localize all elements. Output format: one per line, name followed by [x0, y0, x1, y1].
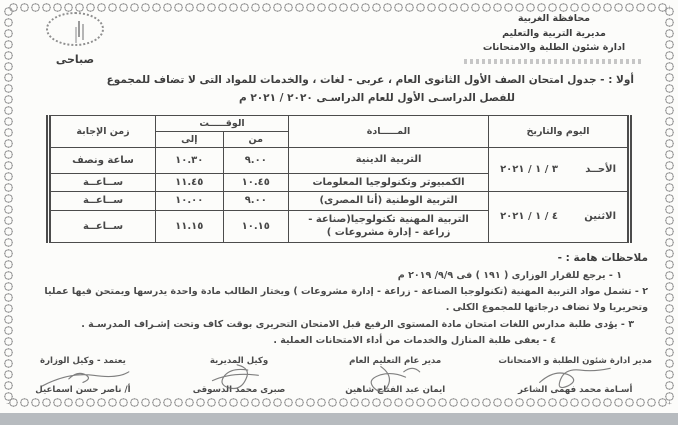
- time-to-cell: ١١.١٥: [155, 209, 224, 243]
- note-item: ٤ - يعفى طلبة المنازل والخدمات من أداء ا…: [273, 335, 556, 347]
- signature-title: مدير ادارة شئون الطلبة و الامتحانات: [498, 356, 652, 366]
- notes-heading: ملاحظات هامة : -: [557, 251, 648, 264]
- scanned-exam-schedule-document: محافظة الغربية مديرية التربية والتعليم ا…: [0, 0, 678, 413]
- duration-cell: ســاعــة: [47, 172, 157, 193]
- table-row: التربية المهنية تكنولوجيا(صناعة - زراعة …: [47, 209, 630, 243]
- signature-name: صبرى محمد الدسوقى: [192, 385, 286, 395]
- time-from-cell: ٩.٠٠: [222, 146, 290, 174]
- time-to-cell: ١٠.٣٠: [155, 146, 224, 174]
- document-header: محافظة الغربية مديرية التربية والتعليم ا…: [0, 0, 678, 66]
- day-date: ٤ / ١ / ٢٠٢١: [500, 211, 558, 223]
- time-from-cell: ٩.٠٠: [222, 191, 290, 211]
- stamp-block: صباحى: [46, 12, 104, 66]
- subject-cell: الكمبيوتر وتكنولوجيا المعلومات: [288, 172, 490, 193]
- column-header-to: إلى: [155, 130, 224, 148]
- handwritten-signature-icon: [41, 371, 130, 387]
- table-row: الاثنين ٤ / ١ / ٢٠٢١ التربية الوطنية (أن…: [47, 191, 630, 243]
- day-cell-monday: الاثنين ٤ / ١ / ٢٠٢١: [488, 191, 630, 243]
- subject-cell: التربية المهنية تكنولوجيا(صناعة - زراعة …: [288, 209, 490, 243]
- duration-cell: ســاعــة: [47, 191, 157, 211]
- signature-block-students-affairs-director: مدير ادارة شئون الطلبة و الامتحانات أسـا…: [498, 356, 652, 395]
- scalloped-border-bottom: [8, 397, 670, 408]
- table-row: الكمبيوتر وتكنولوجيا المعلومات ١٠.٤٥ ١١.…: [47, 172, 630, 193]
- official-oval-stamp-icon: [46, 12, 104, 46]
- column-header-time: الوقـــــت: [155, 114, 290, 132]
- org-line-governorate: محافظة الغربية: [517, 13, 591, 24]
- table-row: الأحــد ٣ / ١ / ٢٠٢١ التربية الدينية ٩.٠…: [47, 146, 630, 193]
- document-title: أولا : - جدول امتحان الصف الأول الثانوى …: [0, 66, 678, 108]
- time-to-cell: ١٠.٠٠: [155, 191, 224, 211]
- signature-block-directorate-deputy: وكيل المديرية صبرى محمد الدسوقى: [186, 356, 292, 395]
- faint-stamp-text-line: [464, 59, 644, 65]
- duration-cell: ساعة ونصف: [47, 146, 157, 174]
- day-name: الأحــد: [585, 163, 616, 175]
- column-header-subject: المـــــادة: [288, 114, 490, 148]
- time-from-cell: ١٠.٤٥: [222, 172, 290, 193]
- org-line-directorate: مديرية التربية والتعليم: [502, 27, 606, 39]
- signature-title: يعتمد - وكيل الوزارة: [40, 356, 126, 366]
- title-line-1: أولا : - جدول امتحان الصف الأول الثانوى …: [106, 74, 634, 86]
- subject-cell: التربية الدينية: [288, 146, 490, 174]
- day-cell-sunday: الأحــد ٣ / ١ / ٢٠٢١: [488, 146, 630, 193]
- column-header-from: من: [222, 130, 290, 148]
- handwritten-signature-icon: [539, 367, 612, 389]
- signature-block-ministry-undersecretary: يعتمد - وكيل الوزارة أ/ ناصر حسن اسماعيل: [30, 356, 136, 395]
- shift-label: صباحى: [55, 53, 95, 66]
- day-name: الاثنين: [584, 211, 616, 223]
- note-item: ٢ - تشمل مواد التربية المهنية (تكنولوجيا…: [44, 286, 648, 314]
- signatures-row: مدير ادارة شئون الطلبة و الامتحانات أسـا…: [0, 356, 678, 395]
- time-to-cell: ١١.٤٥: [155, 172, 224, 193]
- note-item: ٣ - يؤدى طلبة مدارس اللغات امتحان مادة ا…: [81, 318, 634, 330]
- signature-name: ايمان عبد الفتاح شاهين: [345, 385, 446, 395]
- organization-block: محافظة الغربية مديرية التربية والتعليم ا…: [464, 12, 644, 66]
- column-header-day-date: اليوم والتاريخ: [488, 114, 630, 148]
- time-from-cell: ١٠.١٥: [222, 209, 290, 243]
- org-line-administration: ادارة شئون الطلبة والامتحانات: [482, 42, 626, 54]
- subject-cell: التربية الوطنية (أنا المصرى): [288, 191, 490, 211]
- signature-title: وكيل المديرية: [209, 356, 269, 366]
- duration-cell: ســاعــة: [47, 209, 157, 243]
- handwritten-signature-icon: [370, 365, 421, 393]
- signature-block-general-education-director: مدير عام التعليم العام ايمان عبد الفتاح …: [342, 356, 448, 395]
- column-header-answer-time: زمن الإجابة: [47, 114, 157, 148]
- signature-name: أسـامة محمد فهمى الشاعر: [517, 385, 633, 395]
- eagle-emblem-icon: [78, 21, 80, 37]
- signature-name: أ/ ناصر حسن اسماعيل: [35, 385, 131, 395]
- note-item: ١ - يرجع للقرار الوزارى ( ١٩١ ) فى ٩/٩/ …: [397, 269, 622, 281]
- notes-section: ملاحظات هامة : - ١ - يرجع للقرار الوزارى…: [0, 243, 678, 350]
- title-line-2: للفصل الدراسـى الأول للعام الدراسـى ٢٠٢٠…: [238, 91, 515, 104]
- day-date: ٣ / ١ / ٢٠٢١: [500, 163, 558, 175]
- exam-schedule-table: اليوم والتاريخ المـــــادة الوقـــــت زم…: [46, 114, 632, 243]
- handwritten-signature-icon: [212, 364, 260, 390]
- table-header-row: اليوم والتاريخ المـــــادة الوقـــــت زم…: [47, 114, 630, 148]
- signature-title: مدير عام التعليم العام: [349, 356, 442, 366]
